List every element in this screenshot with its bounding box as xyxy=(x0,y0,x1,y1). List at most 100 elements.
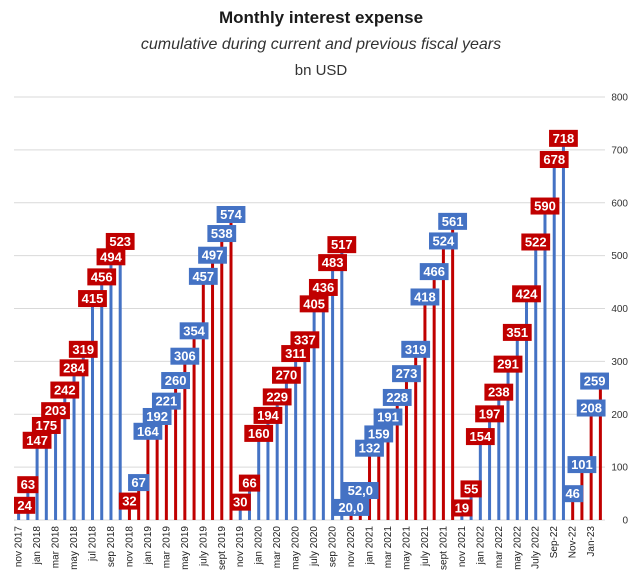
data-label: 154 xyxy=(469,429,491,444)
bar xyxy=(312,305,316,520)
bar xyxy=(81,351,85,520)
data-label: 160 xyxy=(248,426,270,441)
data-label-box xyxy=(244,424,274,442)
bar xyxy=(266,417,270,520)
data-label-box xyxy=(484,383,514,401)
data-label-box xyxy=(253,406,283,424)
data-label: 497 xyxy=(202,248,224,263)
data-label-box xyxy=(151,392,181,410)
data-label-box xyxy=(87,268,117,286)
bar xyxy=(404,375,408,520)
data-label-box xyxy=(128,474,150,492)
data-label: 194 xyxy=(257,408,279,423)
x-tick-label: may 2019 xyxy=(180,526,191,570)
bar xyxy=(211,257,215,520)
data-label: 494 xyxy=(100,249,122,264)
x-tick-label: nov 2021 xyxy=(457,526,468,568)
data-label: 52,0 xyxy=(348,483,373,498)
data-label: 291 xyxy=(497,357,519,372)
data-label: 574 xyxy=(220,207,242,222)
x-tick-label: mar 2020 xyxy=(272,526,283,569)
data-label-box xyxy=(188,267,218,285)
data-label-box xyxy=(118,492,141,510)
bar xyxy=(525,295,529,520)
data-label: 457 xyxy=(192,269,214,284)
bar xyxy=(44,427,48,520)
x-tick-label: nov 2018 xyxy=(124,526,135,568)
x-tick-label: july 2020 xyxy=(309,526,320,567)
data-label: 203 xyxy=(45,403,67,418)
bar xyxy=(488,415,492,520)
bar xyxy=(284,377,288,520)
data-label: 311 xyxy=(285,346,306,361)
bar xyxy=(54,412,58,520)
y-tick-label: 700 xyxy=(611,145,628,156)
data-label: 354 xyxy=(183,323,205,338)
x-tick-label: nov 2020 xyxy=(346,526,357,568)
data-label-box xyxy=(530,197,560,215)
x-tick-label: jul 2018 xyxy=(87,526,98,562)
data-label: 424 xyxy=(516,286,538,301)
bar xyxy=(201,278,205,520)
bar xyxy=(229,216,233,520)
data-label: 66 xyxy=(242,476,256,491)
data-label: 55 xyxy=(464,481,478,496)
data-label-box xyxy=(451,499,473,517)
chart-unit: bn USD xyxy=(294,62,348,79)
bar xyxy=(63,392,67,520)
data-label-box xyxy=(355,439,384,457)
bar xyxy=(598,383,602,520)
data-label: 418 xyxy=(414,289,436,304)
bar xyxy=(192,332,196,520)
data-label-box xyxy=(31,416,61,434)
data-label: 32 xyxy=(122,494,136,509)
data-label-box xyxy=(460,480,482,498)
data-label: 46 xyxy=(565,486,579,501)
data-label: 415 xyxy=(82,291,104,306)
data-label: 522 xyxy=(525,234,547,249)
bar xyxy=(441,242,445,520)
bar xyxy=(100,278,104,520)
data-label: 229 xyxy=(266,389,288,404)
data-label-box xyxy=(142,407,172,425)
data-label: 159 xyxy=(368,426,390,441)
x-tick-label: mar 2018 xyxy=(51,526,62,569)
x-tick-label: Nov-22 xyxy=(568,526,579,559)
x-tick-label: jan 2020 xyxy=(254,526,265,566)
data-label-box xyxy=(207,225,237,243)
bar xyxy=(183,358,187,520)
data-label: 561 xyxy=(442,214,464,229)
data-label-box xyxy=(475,405,504,423)
data-label-box xyxy=(22,431,52,449)
data-label: 337 xyxy=(294,332,316,347)
y-tick-label: 0 xyxy=(622,516,628,527)
data-label-box xyxy=(562,485,584,503)
data-label-box xyxy=(567,456,597,474)
bar xyxy=(377,435,381,520)
data-label-box xyxy=(332,498,370,516)
data-label: 306 xyxy=(174,349,196,364)
bar xyxy=(478,438,482,520)
bar xyxy=(395,399,399,520)
data-label-box xyxy=(419,263,449,281)
data-label-box xyxy=(401,340,431,358)
data-label: 164 xyxy=(137,424,159,439)
data-label-box xyxy=(512,285,541,303)
x-tick-label: Jan-23 xyxy=(586,526,597,557)
y-tick-label: 300 xyxy=(611,357,628,368)
data-label: 284 xyxy=(63,360,85,375)
data-label: 466 xyxy=(423,264,445,279)
bar xyxy=(238,504,242,520)
data-label: 590 xyxy=(534,199,556,214)
bar xyxy=(451,223,455,520)
bar xyxy=(294,355,298,520)
data-label-box xyxy=(262,388,292,406)
data-label-box xyxy=(105,232,135,250)
data-label-box xyxy=(170,347,200,365)
x-tick-label: mar 2019 xyxy=(161,526,172,569)
y-tick-label: 200 xyxy=(611,410,628,421)
data-label-box xyxy=(392,365,421,383)
x-tick-label: may 2021 xyxy=(401,526,412,570)
